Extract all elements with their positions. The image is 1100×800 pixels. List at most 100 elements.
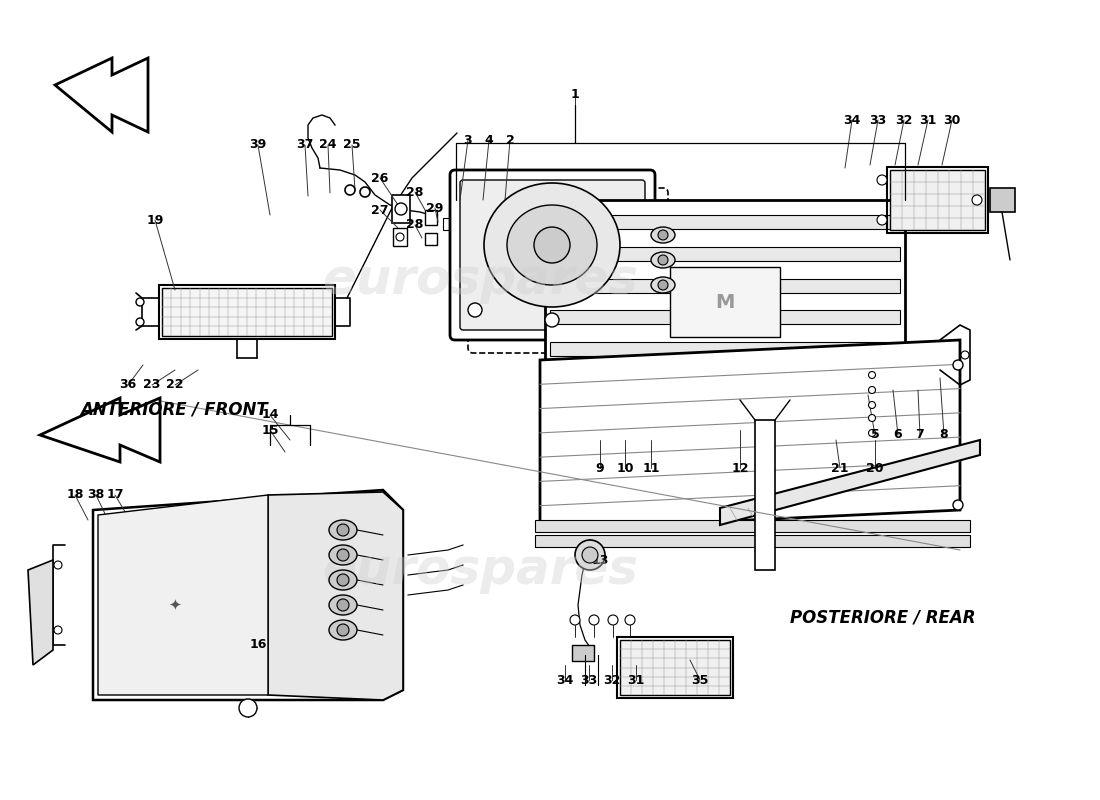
Circle shape <box>54 561 62 569</box>
Text: 1: 1 <box>571 89 580 102</box>
Bar <box>443 218 453 230</box>
Bar <box>550 374 900 388</box>
Bar <box>535 535 970 547</box>
Text: 3: 3 <box>464 134 472 146</box>
Circle shape <box>582 547 598 563</box>
Circle shape <box>534 227 570 263</box>
Circle shape <box>869 386 876 394</box>
Ellipse shape <box>507 205 597 285</box>
Circle shape <box>877 175 887 185</box>
Text: 2: 2 <box>506 134 515 146</box>
Text: 8: 8 <box>939 429 948 442</box>
Text: 34: 34 <box>844 114 860 126</box>
Bar <box>550 215 900 229</box>
Bar <box>540 410 910 420</box>
Circle shape <box>136 298 144 306</box>
Circle shape <box>570 615 580 625</box>
Bar <box>535 520 970 532</box>
Text: 17: 17 <box>107 489 123 502</box>
Text: 9: 9 <box>596 462 604 474</box>
Bar <box>990 188 1015 212</box>
Circle shape <box>337 574 349 586</box>
Text: 18: 18 <box>66 489 84 502</box>
Circle shape <box>658 255 668 265</box>
Polygon shape <box>28 560 53 665</box>
Text: 5: 5 <box>870 429 879 442</box>
Text: 34: 34 <box>557 674 574 686</box>
Circle shape <box>869 402 876 409</box>
Text: 12: 12 <box>732 462 749 474</box>
Circle shape <box>869 414 876 422</box>
Bar <box>550 310 900 325</box>
Circle shape <box>396 233 404 241</box>
Text: 4: 4 <box>485 134 494 146</box>
Circle shape <box>608 615 618 625</box>
Circle shape <box>658 230 668 240</box>
Text: 38: 38 <box>87 489 104 502</box>
Bar <box>887 167 988 233</box>
Text: 29: 29 <box>427 202 443 214</box>
Ellipse shape <box>651 252 675 268</box>
Text: 7: 7 <box>915 429 924 442</box>
Bar <box>393 228 407 246</box>
Circle shape <box>869 430 876 437</box>
Bar <box>617 637 733 698</box>
Text: 32: 32 <box>895 114 913 126</box>
Polygon shape <box>720 440 980 525</box>
Text: 10: 10 <box>616 462 634 474</box>
Text: 15: 15 <box>262 423 278 437</box>
Text: 36: 36 <box>120 378 136 391</box>
Text: 19: 19 <box>146 214 164 226</box>
Ellipse shape <box>651 277 675 293</box>
Ellipse shape <box>651 227 675 243</box>
Text: 31: 31 <box>920 114 937 126</box>
Text: 11: 11 <box>642 462 660 474</box>
Polygon shape <box>98 495 268 695</box>
Text: 21: 21 <box>832 462 849 474</box>
Bar <box>392 195 410 223</box>
Circle shape <box>544 313 559 327</box>
Ellipse shape <box>329 595 358 615</box>
Bar <box>162 288 332 336</box>
Circle shape <box>136 318 144 326</box>
Text: 14: 14 <box>262 409 278 422</box>
Text: 20: 20 <box>867 462 883 474</box>
Circle shape <box>625 615 635 625</box>
Circle shape <box>658 280 668 290</box>
Ellipse shape <box>329 620 358 640</box>
Text: 24: 24 <box>319 138 337 151</box>
Text: 6: 6 <box>893 429 902 442</box>
Text: 33: 33 <box>581 674 597 686</box>
Bar <box>425 210 437 225</box>
Text: POSTERIORE / REAR: POSTERIORE / REAR <box>790 608 976 626</box>
Bar <box>620 640 730 695</box>
Text: 22: 22 <box>166 378 184 391</box>
Circle shape <box>360 187 370 197</box>
Text: 39: 39 <box>250 138 266 151</box>
Bar <box>572 645 594 661</box>
Bar <box>755 420 775 570</box>
Circle shape <box>345 185 355 195</box>
Text: 35: 35 <box>691 674 708 686</box>
Text: 16: 16 <box>250 638 266 651</box>
Polygon shape <box>268 492 403 700</box>
Text: 28: 28 <box>406 186 424 198</box>
Ellipse shape <box>329 545 358 565</box>
Circle shape <box>575 540 605 570</box>
Bar <box>550 278 900 293</box>
Text: 30: 30 <box>944 114 960 126</box>
Circle shape <box>972 195 982 205</box>
Text: 27: 27 <box>372 203 388 217</box>
Circle shape <box>468 303 482 317</box>
Circle shape <box>337 599 349 611</box>
Bar <box>550 247 900 261</box>
Circle shape <box>239 699 257 717</box>
Circle shape <box>54 626 62 634</box>
Text: ANTERIORE / FRONT: ANTERIORE / FRONT <box>80 400 267 418</box>
Circle shape <box>395 203 407 215</box>
Text: 26: 26 <box>372 171 388 185</box>
Polygon shape <box>40 398 159 462</box>
Bar <box>544 200 905 405</box>
Bar <box>670 267 780 337</box>
Circle shape <box>337 624 349 636</box>
